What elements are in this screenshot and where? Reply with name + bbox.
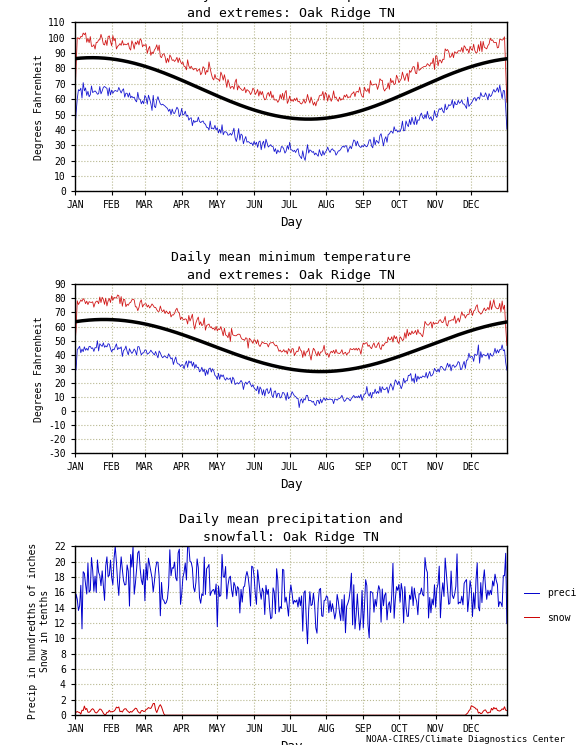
Y-axis label: Precip in hundredths of inches
Snow in tenths: Precip in hundredths of inches Snow in t… <box>28 542 50 719</box>
Text: NOAA-CIRES/Climate Diagnostics Center: NOAA-CIRES/Climate Diagnostics Center <box>366 735 564 744</box>
Title: Daily mean minimum temperature
and extremes: Oak Ridge TN: Daily mean minimum temperature and extre… <box>171 251 411 282</box>
Title: Daily mean precipitation and
snowfall: Oak Ridge TN: Daily mean precipitation and snowfall: O… <box>179 513 403 544</box>
Legend: precip, snow: precip, snow <box>520 584 576 627</box>
X-axis label: Day: Day <box>279 740 302 745</box>
Y-axis label: Degrees Fahrenheit: Degrees Fahrenheit <box>34 316 44 422</box>
X-axis label: Day: Day <box>279 216 302 229</box>
X-axis label: Day: Day <box>279 478 302 491</box>
Title: Daily mean maximum temperature
and extremes: Oak Ridge TN: Daily mean maximum temperature and extre… <box>171 0 411 20</box>
Y-axis label: Degrees Fahrenheit: Degrees Fahrenheit <box>34 54 44 159</box>
